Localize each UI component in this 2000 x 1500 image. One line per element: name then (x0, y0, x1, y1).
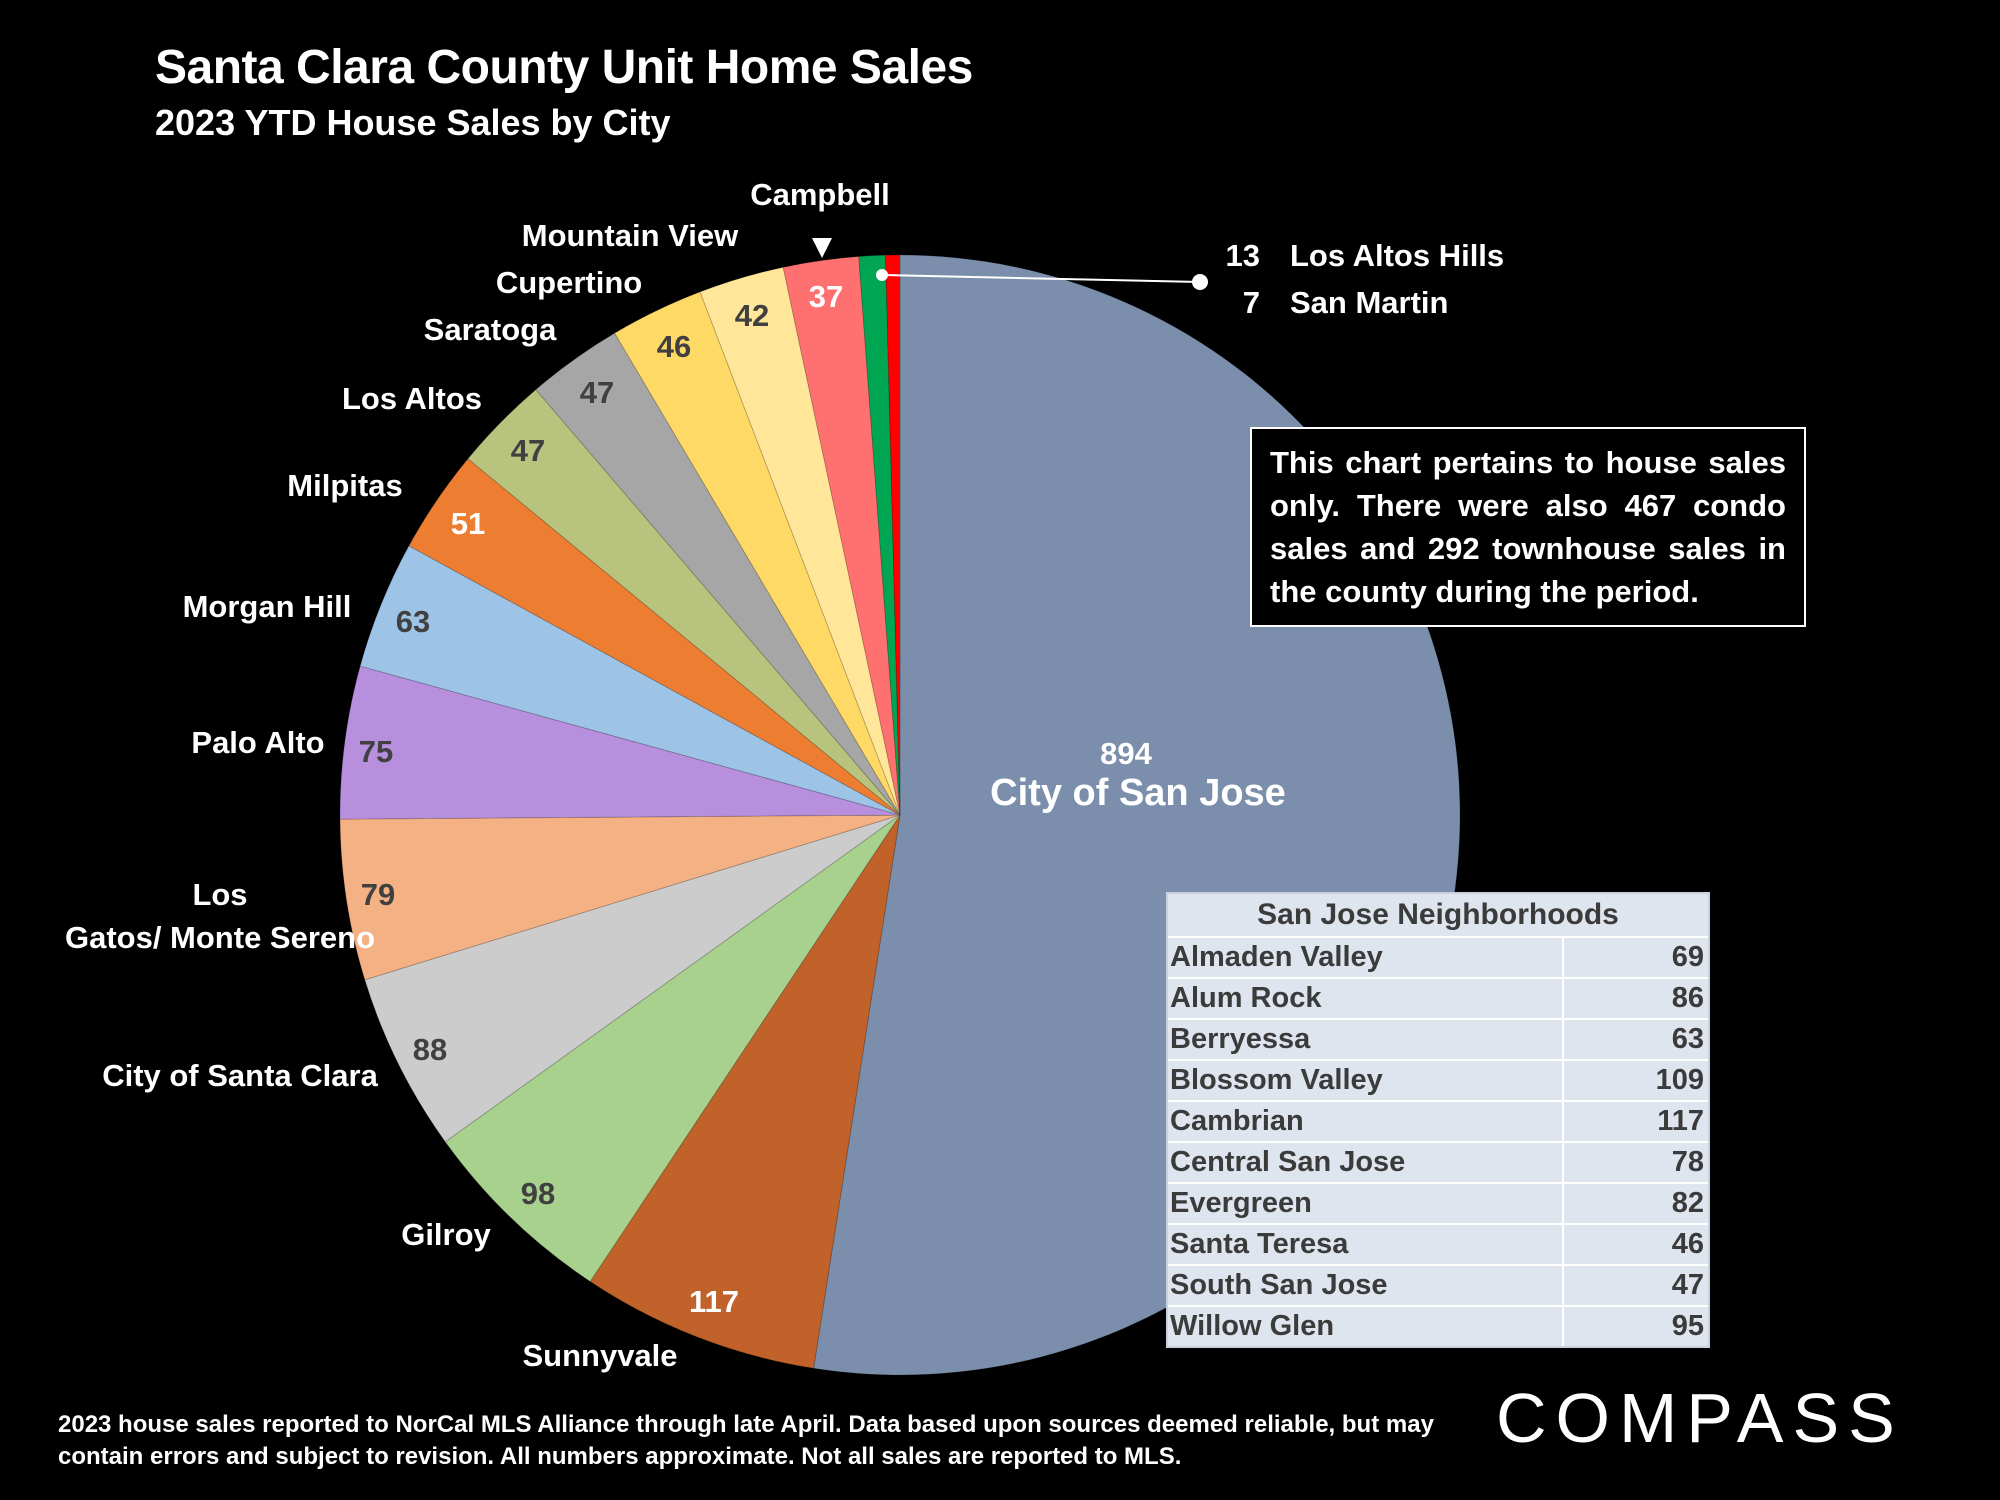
pie-slice (339, 665, 901, 820)
neighborhood-name: Alum Rock (1168, 979, 1564, 1018)
data-label: 79 (361, 877, 395, 912)
pie-slice (613, 291, 901, 816)
neighborhood-name: South San Jose (1168, 1266, 1564, 1305)
slice-label: Gilroy (401, 1217, 491, 1252)
chart-subtitle: 2023 YTD House Sales by City (155, 102, 671, 143)
neighborhood-name: Almaden Valley (1168, 938, 1564, 977)
data-label: 894 (1100, 736, 1152, 771)
slice-label: Mountain View (522, 218, 739, 253)
slice-label: Milpitas (287, 468, 402, 503)
compass-logo: COMPASS (1496, 1379, 1904, 1457)
campbell-pointer (812, 238, 832, 258)
slice-label: Palo Alto (191, 725, 324, 760)
slice-label: Los Altos (342, 381, 482, 416)
neighborhood-value: 46 (1671, 1228, 1704, 1260)
pie-slice (699, 266, 901, 816)
data-label: 47 (511, 433, 545, 468)
slice-label: San Martin (1290, 285, 1448, 320)
pie-slice (782, 255, 901, 816)
slice-label: Cupertino (496, 265, 642, 300)
slice-label: Sunnyvale (522, 1338, 677, 1373)
data-label: 13 (1226, 238, 1260, 273)
leader-dot (876, 269, 888, 281)
data-label: 88 (413, 1032, 447, 1067)
data-label: 51 (451, 506, 485, 541)
data-label: 98 (521, 1176, 555, 1211)
table-row: South San Jose 47 (1168, 1266, 1708, 1307)
neighborhood-value: 117 (1657, 1105, 1704, 1137)
neighborhood-value: 47 (1671, 1269, 1704, 1301)
data-label: 63 (396, 604, 430, 639)
chart-title: Santa Clara County Unit Home Sales (155, 41, 973, 94)
neighborhood-value: 86 (1671, 982, 1704, 1014)
table-row: Blossom Valley 109 (1168, 1061, 1708, 1102)
data-label: 47 (580, 375, 614, 410)
data-label: 37 (809, 279, 843, 314)
neighborhood-value: 82 (1671, 1187, 1704, 1219)
neighborhood-value: 63 (1671, 1023, 1704, 1055)
data-label: 7 (1243, 285, 1260, 320)
data-label: 46 (657, 329, 691, 364)
neighborhood-value: 78 (1671, 1146, 1704, 1178)
pie-slice (535, 332, 901, 816)
data-label: 75 (359, 734, 393, 769)
table-row: Alum Rock 86 (1168, 979, 1708, 1020)
slice-label: Los Gatos/ Monte Sereno (65, 877, 375, 955)
pie-slice (359, 545, 901, 816)
neighborhood-name: Willow Glen (1168, 1307, 1564, 1346)
neighborhood-value: 69 (1671, 941, 1704, 973)
slice-label: Los Altos Hills (1290, 238, 1504, 273)
data-label: 117 (689, 1284, 739, 1319)
neighborhood-value: 95 (1671, 1310, 1704, 1342)
neighborhood-name: Evergreen (1168, 1184, 1564, 1223)
table-row: Willow Glen 95 (1168, 1307, 1708, 1346)
footnote: 2023 house sales reported to NorCal MLS … (58, 1411, 1434, 1470)
pie-slice (339, 814, 901, 981)
neighborhood-name: Blossom Valley (1168, 1061, 1564, 1100)
table-row: Central San Jose 78 (1168, 1143, 1708, 1184)
pie-slice (467, 388, 901, 816)
data-label: 42 (735, 298, 769, 333)
table-row: Evergreen 82 (1168, 1184, 1708, 1225)
table-row: Santa Teresa 46 (1168, 1225, 1708, 1266)
pie-slice (885, 254, 901, 816)
slice-label: City of San Jose (990, 772, 1286, 814)
note-box: This chart pertains to house sales only.… (1250, 427, 1806, 627)
neighborhood-name: Berryessa (1168, 1020, 1564, 1059)
pie-slice (408, 458, 901, 816)
neighborhood-name: Central San Jose (1168, 1143, 1564, 1182)
slice-label: Campbell (750, 177, 890, 212)
pie-slice (364, 814, 901, 1143)
slice-label: Saratoga (424, 312, 557, 347)
neighborhoods-table: San Jose Neighborhoods Almaden Valley 69 A… (1166, 892, 1710, 1348)
slice-label: Morgan Hill (183, 589, 352, 624)
neighborhood-value: 109 (1655, 1064, 1704, 1096)
leader-dot (1192, 274, 1208, 290)
table-row: Berryessa 63 (1168, 1020, 1708, 1061)
neighborhood-name: Santa Teresa (1168, 1225, 1564, 1264)
neighborhood-name: Cambrian (1168, 1102, 1564, 1141)
table-row: Cambrian 117 (1168, 1102, 1708, 1143)
neighborhoods-title: San Jose Neighborhoods (1168, 894, 1708, 938)
pie-slice (589, 814, 901, 1369)
leader-line (881, 274, 1201, 283)
pie-slice (444, 814, 901, 1283)
slice-label: City of Santa Clara (102, 1058, 378, 1093)
pie-slice (858, 254, 901, 816)
table-row: Almaden Valley 69 (1168, 938, 1708, 979)
